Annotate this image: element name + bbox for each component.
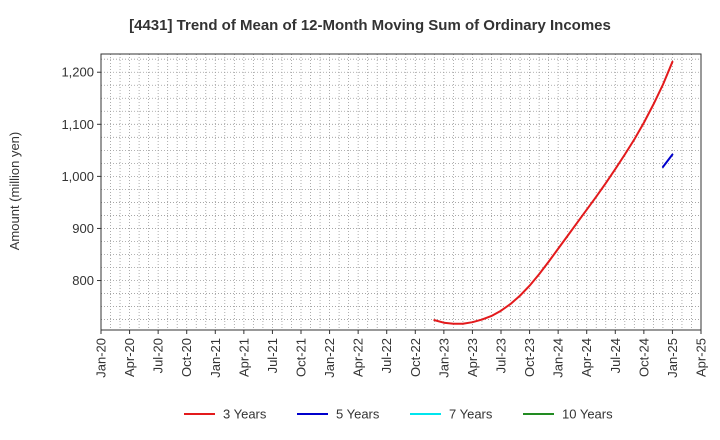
x-tick-label: Jul-20 (151, 338, 166, 373)
y-tick-label: 900 (72, 221, 94, 236)
y-tick-label: 800 (72, 273, 94, 288)
x-tick-label: Apr-20 (122, 338, 137, 377)
x-tick-label: Jan-21 (208, 338, 223, 378)
x-tick-label: Jan-20 (94, 338, 109, 378)
series-line-3-years (433, 60, 674, 325)
legend-label: 3 Years (223, 407, 267, 422)
y-tick-label: 1,200 (61, 65, 94, 80)
y-tick-label: 1,100 (61, 117, 94, 132)
legend: 3 Years 5 Years 7 Years 10 Years (184, 407, 613, 422)
x-tick-label: Jan-25 (665, 338, 680, 378)
chart-title: [4431] Trend of Mean of 12-Month Moving … (129, 17, 611, 34)
x-axis-ticks: Jan-20 Apr-20 Jul-20 Oct-20 Jan-21 Apr-21 Jul-… (94, 330, 709, 378)
x-tick-label: Oct-21 (294, 338, 309, 377)
legend-label: 5 Years (336, 407, 380, 422)
y-axis-label: Amount (million yen) (7, 132, 22, 251)
series-lines (433, 60, 674, 325)
x-tick-label: Jul-21 (265, 338, 280, 373)
x-tick-label: Apr-24 (579, 338, 594, 377)
y-axis-ticks: 800 900 1,000 1,100 1,200 (61, 65, 101, 288)
x-tick-label: Jul-22 (379, 338, 394, 373)
x-tick-label: Oct-23 (522, 338, 537, 377)
x-tick-label: Jan-24 (551, 338, 566, 378)
x-tick-label: Apr-25 (694, 338, 709, 377)
series-line-5-years (661, 153, 674, 168)
legend-label: 7 Years (449, 407, 493, 422)
x-tick-label: Jan-22 (322, 338, 337, 378)
x-tick-label: Oct-20 (179, 338, 194, 377)
grid (101, 54, 701, 330)
x-tick-label: Jan-23 (436, 338, 451, 378)
x-tick-label: Apr-22 (351, 338, 366, 377)
x-tick-label: Jul-24 (608, 338, 623, 373)
x-tick-label: Apr-23 (465, 338, 480, 377)
x-tick-label: Apr-21 (236, 338, 251, 377)
y-tick-label: 1,000 (61, 169, 94, 184)
x-tick-label: Oct-22 (408, 338, 423, 377)
x-tick-label: Jul-23 (494, 338, 509, 373)
plot-area (100, 53, 702, 331)
legend-label: 10 Years (562, 407, 613, 422)
x-tick-label: Oct-24 (636, 338, 651, 377)
